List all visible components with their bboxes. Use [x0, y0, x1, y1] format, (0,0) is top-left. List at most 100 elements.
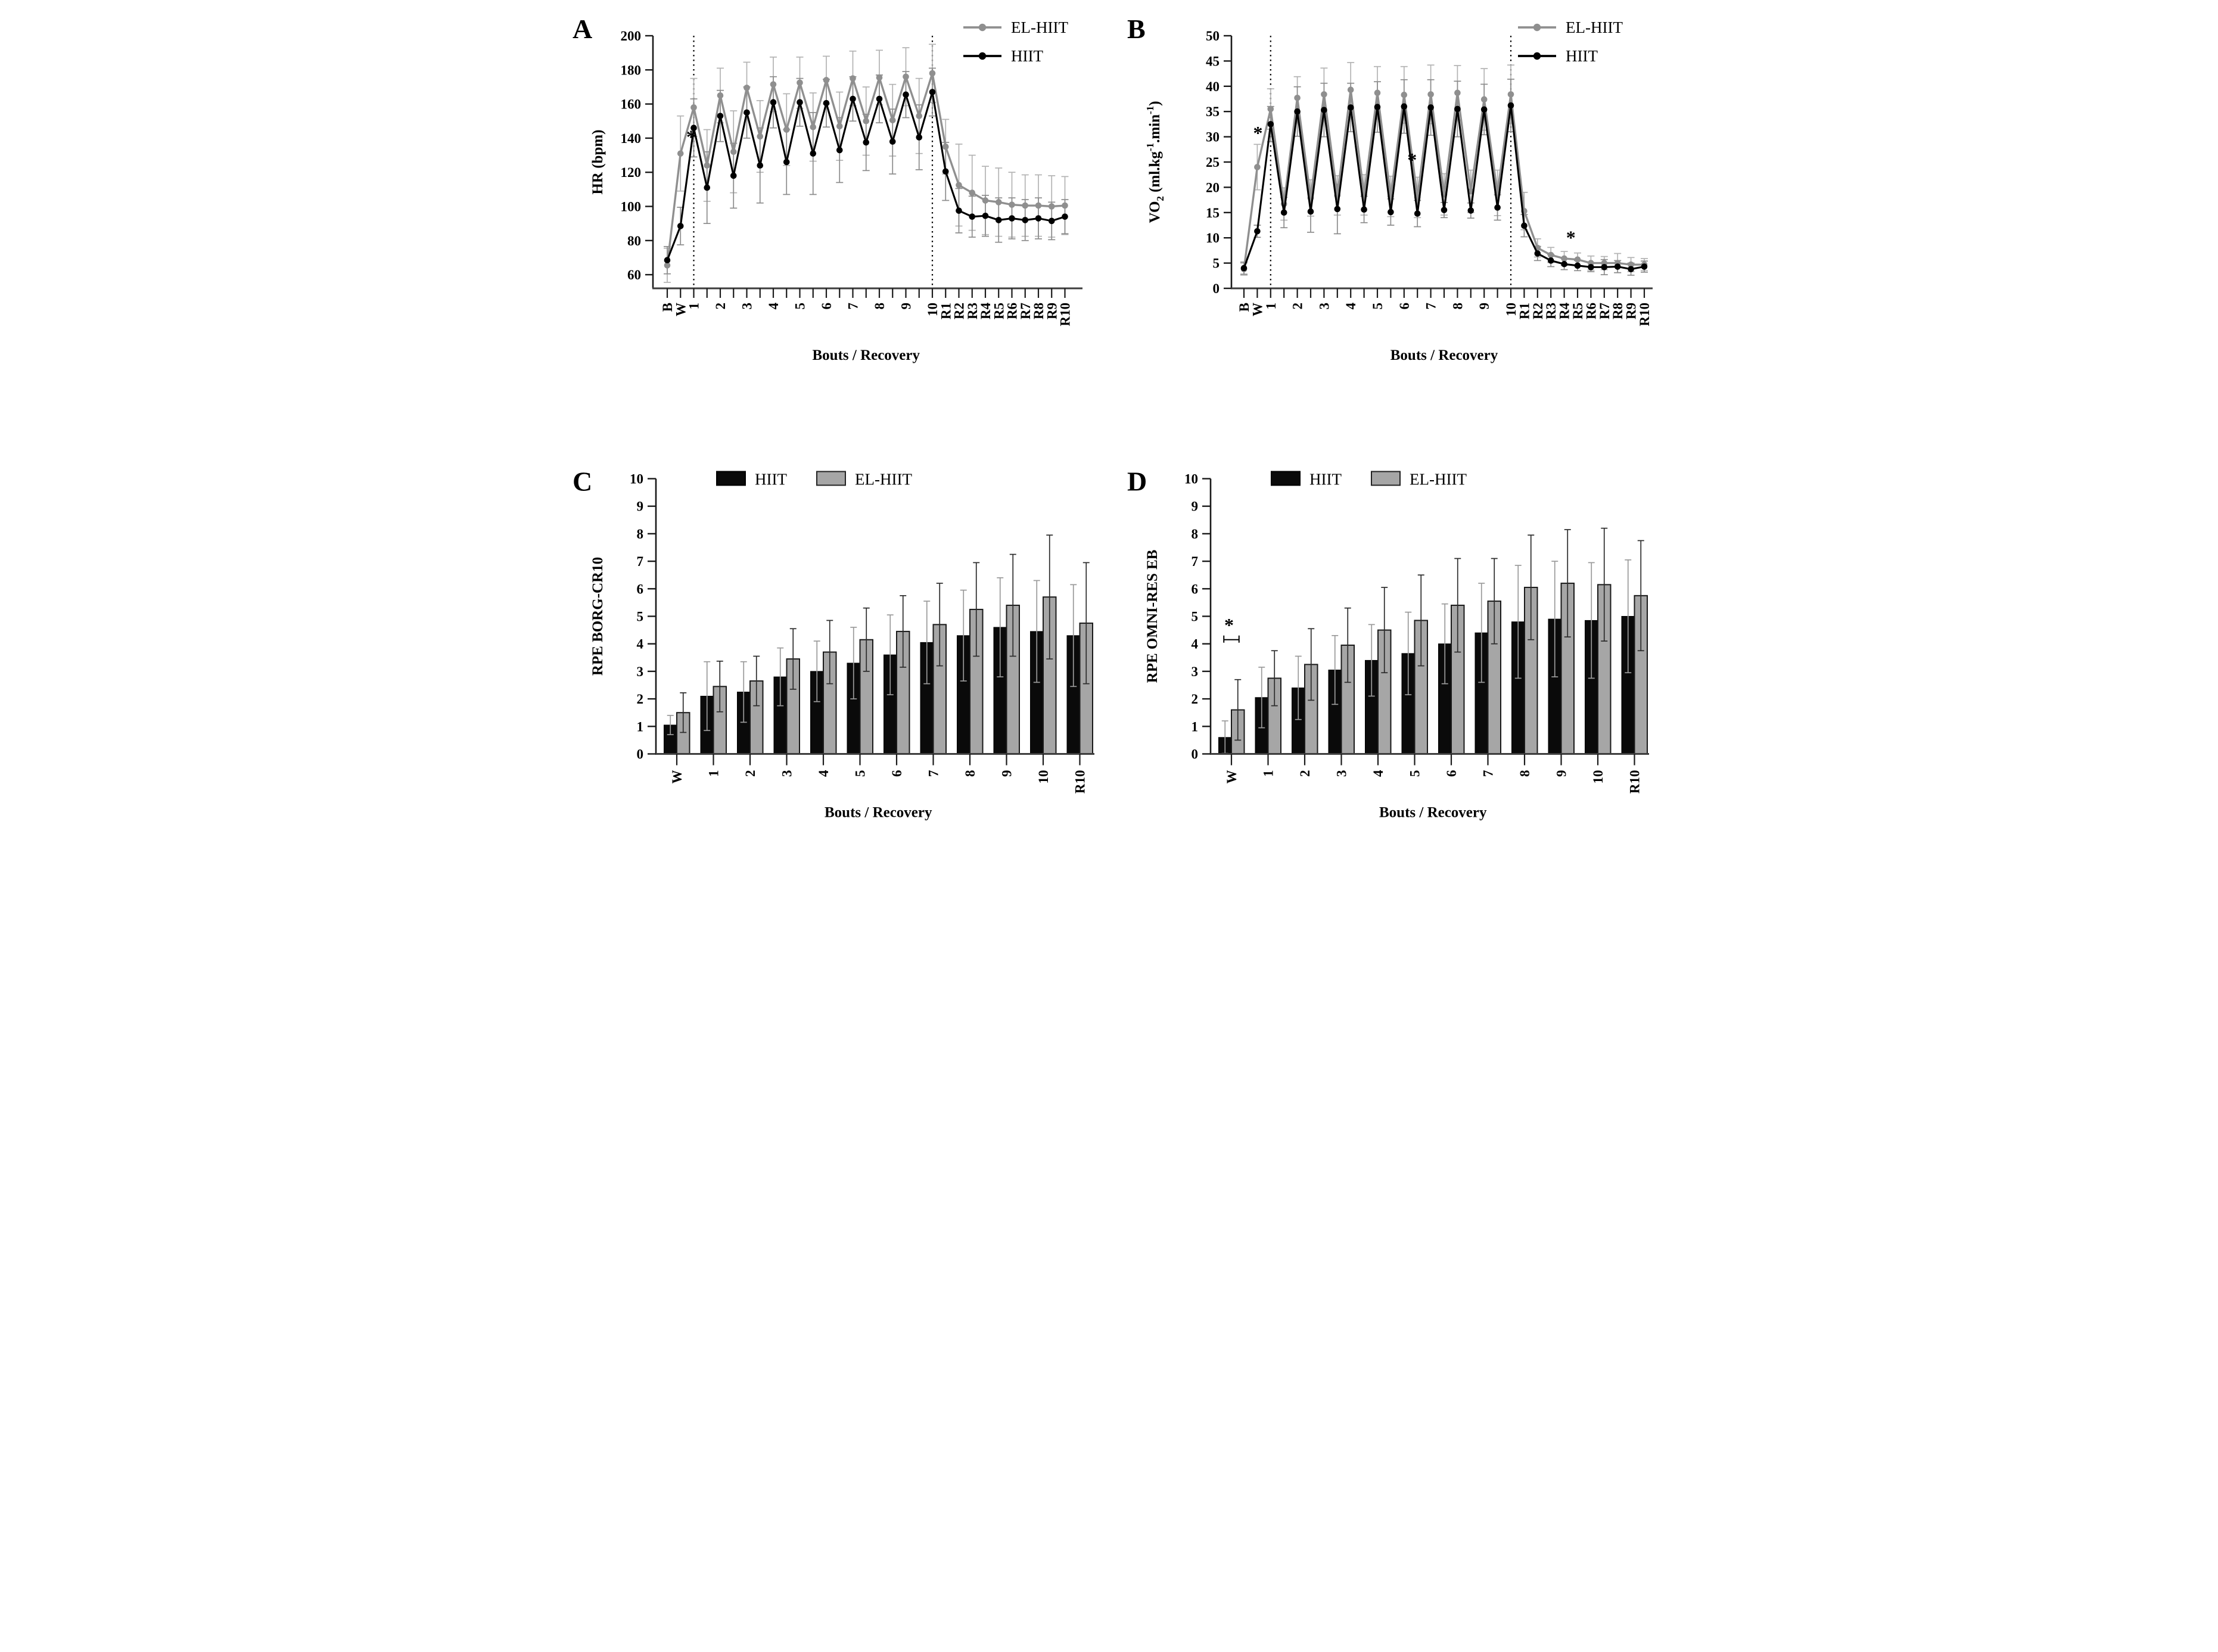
- data-point: [1280, 209, 1287, 216]
- data-point: [743, 85, 750, 91]
- data-point: [730, 148, 737, 155]
- x-tick-label: R7: [1597, 303, 1612, 319]
- x-axis-title: Bouts / Recovery: [1379, 805, 1486, 821]
- data-point: [743, 109, 750, 116]
- x-tick-label: 4: [766, 303, 781, 310]
- data-point: [955, 207, 962, 214]
- x-axis-title: Bouts / Recovery: [1390, 347, 1498, 363]
- x-tick-label: 8: [1517, 770, 1532, 777]
- data-point: [889, 138, 896, 145]
- significance-asterisk: *: [1566, 226, 1575, 248]
- data-point: [902, 73, 909, 80]
- y-tick-label: 140: [620, 131, 641, 146]
- data-point: [1547, 251, 1554, 259]
- data-point: [968, 213, 975, 220]
- data-point: [703, 162, 710, 169]
- x-tick-label: R1: [1517, 303, 1532, 319]
- y-tick-label: 20: [1206, 180, 1220, 195]
- data-point: [783, 158, 790, 166]
- data-point: [1454, 105, 1461, 113]
- data-point: [703, 184, 710, 191]
- legend-swatch-hiit: [1270, 471, 1301, 486]
- data-point: [929, 70, 935, 77]
- y-tick-label: 60: [627, 267, 641, 282]
- legend-swatch-el-hiit: [816, 471, 846, 486]
- y-tick-label: 5: [1191, 609, 1198, 624]
- y-tick-label: 4: [1191, 637, 1198, 652]
- panel-letter: A: [573, 14, 592, 44]
- x-tick-label: R5: [1570, 303, 1585, 319]
- legend-label: EL-HIIT: [855, 471, 912, 489]
- x-tick-label: R10: [1637, 303, 1652, 326]
- data-point: [942, 143, 949, 150]
- data-point: [1574, 262, 1581, 269]
- data-point: [995, 199, 1002, 206]
- data-point: [664, 257, 670, 264]
- x-tick-label: 7: [845, 303, 860, 310]
- data-point: [915, 134, 922, 141]
- x-tick-label: 3: [779, 770, 794, 777]
- data-point: [717, 113, 723, 119]
- y-tick-label: 1: [636, 719, 643, 734]
- y-tick-label: 2: [1191, 692, 1198, 707]
- y-tick-label: 3: [636, 664, 643, 679]
- x-tick-label: 8: [963, 770, 978, 777]
- x-tick-label: R1: [938, 303, 953, 319]
- data-point: [1293, 108, 1301, 115]
- x-tick-label: 2: [1298, 770, 1312, 777]
- y-tick-label: 25: [1206, 155, 1220, 170]
- data-point: [929, 89, 935, 95]
- significance-asterisk: *: [1224, 614, 1234, 636]
- y-tick-label: 1: [1191, 719, 1198, 734]
- legend-label: EL-HIIT: [1410, 471, 1467, 489]
- legend-label: HIIT: [1566, 47, 1598, 65]
- y-tick-label: 2: [636, 692, 643, 707]
- y-tick-label: 6: [636, 581, 643, 596]
- x-tick-label: 10: [925, 303, 940, 316]
- data-point: [690, 104, 697, 111]
- data-point: [796, 99, 803, 106]
- data-point: [876, 74, 882, 81]
- panel-letter: B: [1127, 14, 1146, 44]
- y-tick-label: 120: [620, 165, 641, 180]
- data-point: [1574, 256, 1581, 263]
- data-point: [968, 189, 975, 196]
- data-point: [809, 150, 816, 157]
- x-tick-label: R2: [1530, 303, 1545, 319]
- x-tick-label: R2: [951, 303, 966, 319]
- data-point: [1601, 264, 1607, 270]
- y-tick-label: 3: [1191, 664, 1198, 679]
- data-point: [1253, 228, 1261, 235]
- data-point: [1494, 204, 1501, 211]
- y-tick-label: 10: [1206, 231, 1220, 245]
- x-tick-label: 8: [1450, 303, 1465, 310]
- data-point: [1627, 266, 1634, 273]
- x-tick-label: 1: [686, 303, 701, 310]
- x-tick-label: 2: [1290, 303, 1305, 310]
- data-point: [876, 95, 882, 102]
- data-point: [982, 197, 988, 204]
- legend-label: EL-HIIT: [1011, 18, 1068, 36]
- x-tick-label: 4: [816, 770, 831, 777]
- x-tick-label: W: [1250, 303, 1265, 316]
- y-tick-label: 9: [636, 499, 643, 514]
- y-axis-title: RPE BORG-CR10: [590, 557, 606, 676]
- y-tick-label: 200: [620, 29, 641, 43]
- x-tick-label: R10: [1072, 770, 1087, 794]
- x-tick-label: 3: [1334, 770, 1349, 777]
- x-tick-label: 5: [853, 770, 867, 777]
- x-tick-label: R9: [1044, 303, 1059, 319]
- x-tick-label: R8: [1610, 303, 1625, 319]
- x-tick-label: 1: [1263, 303, 1278, 310]
- data-point: [1641, 263, 1647, 270]
- data-point: [862, 139, 869, 146]
- y-tick-label: 100: [620, 199, 641, 214]
- data-point: [770, 99, 776, 106]
- x-tick-label: 3: [739, 303, 754, 310]
- legend-marker: [978, 23, 986, 32]
- x-tick-label: 7: [926, 770, 941, 777]
- data-point: [1534, 250, 1541, 257]
- y-tick-label: 9: [1191, 499, 1198, 514]
- x-axis-title: Bouts / Recovery: [812, 347, 920, 363]
- x-tick-label: 9: [999, 770, 1014, 777]
